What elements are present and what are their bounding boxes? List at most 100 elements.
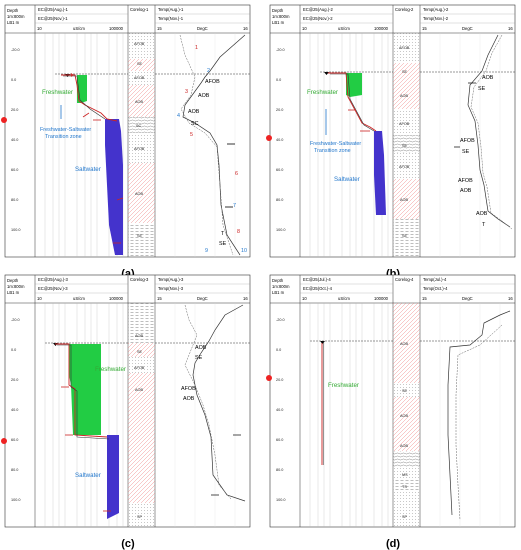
ec-curve-aug bbox=[55, 343, 108, 438]
ec-min: 10 bbox=[302, 26, 307, 31]
temp-min: 15 bbox=[157, 296, 162, 301]
temp-bot-label: Temp(Nov.)-2 bbox=[423, 16, 449, 21]
depth-tick: 80.0 bbox=[11, 198, 18, 202]
core-label: AFOB bbox=[399, 122, 410, 126]
temp-curve-nov bbox=[470, 34, 513, 230]
temp-top-label: Temp(Aug.)-3 bbox=[158, 277, 184, 282]
temp-annotation: SE bbox=[195, 355, 203, 361]
red-arrow-icon bbox=[116, 197, 124, 201]
ec-top-label: EC@25(Aug.)-2 bbox=[303, 7, 334, 12]
depth-tick: 0.0 bbox=[276, 78, 281, 82]
ec-unit: uS/cm bbox=[73, 26, 85, 31]
ec-top-label: EC@25(Jul.)-4 bbox=[303, 277, 331, 282]
temp-unit: DegC bbox=[197, 296, 208, 301]
core-label: SC bbox=[136, 124, 142, 128]
marker-number: 7 bbox=[233, 203, 236, 209]
temp-curve-oct bbox=[455, 324, 503, 521]
depth-tick: -20.0 bbox=[11, 318, 20, 322]
temp-top-label: Temp(Aug.)-1 bbox=[158, 7, 184, 12]
transition-label: Freshwater-Saltwater bbox=[40, 127, 91, 133]
core-label: SE bbox=[137, 62, 143, 66]
core-log: AFOB SE AFOB AOB SC AFOB AOB SE bbox=[128, 33, 155, 257]
red-dot-marker bbox=[1, 438, 7, 444]
depth-tick: 60.0 bbox=[276, 168, 283, 172]
ec-bot-label: EC@25(Nov.)-1 bbox=[38, 16, 68, 21]
depth-tick: 40.0 bbox=[11, 408, 18, 412]
freshwater-label: Freshwater bbox=[42, 89, 73, 96]
depth-header: Depth bbox=[7, 278, 19, 283]
ec-curve-aug bbox=[61, 74, 118, 122]
temp-annotation: AFOB bbox=[458, 178, 473, 184]
temp-unit: DegC bbox=[462, 26, 473, 31]
temp-bot-label: Temp(Nov.)-1 bbox=[158, 16, 184, 21]
core-label: SE bbox=[402, 70, 408, 74]
depth-tick: 20.0 bbox=[11, 108, 18, 112]
core-log: AOB SE AOB AOB MS TS SP bbox=[393, 303, 420, 527]
freshwater-fill bbox=[346, 73, 362, 97]
core-label: SP bbox=[402, 515, 408, 519]
depth-tick: 60.0 bbox=[276, 438, 283, 442]
ec-max: 100000 bbox=[109, 296, 124, 301]
core-label: AOB bbox=[400, 414, 408, 418]
core-log: AOB SE AFOB AOB SP bbox=[128, 303, 155, 527]
core-label: AOB bbox=[135, 100, 143, 104]
marker-number: 2 bbox=[207, 68, 210, 74]
depth-scale: 1m:800m bbox=[7, 14, 25, 19]
depth-tick: 0.0 bbox=[11, 348, 16, 352]
ec-bot-label: EC@25(Nov.)-2 bbox=[303, 16, 333, 21]
core-label: AOB bbox=[400, 198, 408, 202]
depth-tick: 0.0 bbox=[11, 78, 16, 82]
corelog-label: Corelog-1 bbox=[130, 7, 149, 12]
core-label: SE bbox=[402, 144, 408, 148]
saltwater-fill bbox=[107, 435, 119, 519]
temp-annotation: AOB bbox=[195, 345, 207, 351]
depth-scale: 1m:800m bbox=[272, 14, 290, 19]
ec-min: 10 bbox=[37, 26, 42, 31]
depth-tick: -20.0 bbox=[276, 318, 285, 322]
temp-annotation: AOB bbox=[188, 109, 200, 115]
depth-axis: -20.0 0.0 20.0 40.0 60.0 80.0 100.0 bbox=[276, 48, 286, 232]
temp-annotation: SE bbox=[478, 86, 486, 92]
marker-number: 6 bbox=[235, 171, 238, 177]
saltwater-label: Saltwater bbox=[75, 166, 101, 173]
temp-annotation: SC bbox=[191, 121, 199, 127]
saltwater-label: Saltwater bbox=[334, 176, 360, 183]
marker-number: 8 bbox=[237, 229, 240, 235]
temp-annotation: AOB bbox=[183, 396, 195, 402]
core-label: AFOB bbox=[134, 42, 145, 46]
corelog-label: Corelog-3 bbox=[130, 277, 149, 282]
depth-tick: 100.0 bbox=[276, 498, 286, 502]
freshwater-label: Freshwater bbox=[95, 366, 126, 373]
temp-curve-nov bbox=[179, 34, 234, 256]
temp-max: 16 bbox=[243, 26, 248, 31]
ec-curve-nov bbox=[63, 75, 106, 120]
temp-curve-nov bbox=[184, 304, 232, 500]
core-label: SP bbox=[137, 515, 143, 519]
depth-header: Depth bbox=[7, 8, 19, 13]
depth-tick: 60.0 bbox=[11, 168, 18, 172]
marker-number: 3 bbox=[185, 89, 188, 95]
depth-tick: -20.0 bbox=[11, 48, 20, 52]
depth-tick: -20.0 bbox=[276, 48, 285, 52]
temp-annotation: AFOB bbox=[460, 138, 475, 144]
corelog-label: Corelog-2 bbox=[395, 7, 414, 12]
depth-tick: 60.0 bbox=[11, 438, 18, 442]
freshwater-label: Freshwater bbox=[307, 89, 338, 96]
red-dot-marker bbox=[1, 117, 7, 123]
temp-unit: DegC bbox=[197, 26, 208, 31]
core-log: AFOB SE AOB AFOB SE AFOB AOB SE bbox=[393, 33, 420, 257]
core-label: AOB bbox=[400, 342, 408, 346]
temp-max: 16 bbox=[508, 26, 513, 31]
water-level-icon bbox=[324, 72, 329, 75]
temp-min: 15 bbox=[422, 296, 427, 301]
temp-min: 15 bbox=[422, 26, 427, 31]
depth-axis: -20.0 0.0 20.0 40.0 60.0 80.0 100.0 bbox=[11, 48, 21, 232]
core-label: AOB bbox=[400, 94, 408, 98]
depth-tick: 20.0 bbox=[276, 378, 283, 382]
temp-annotation: AOB bbox=[460, 188, 472, 194]
panel-a: Depth 1m:800m LB1 m EC@25(Aug.)-1 EC@25(… bbox=[1, 4, 251, 280]
core-label: AOB bbox=[135, 334, 143, 338]
temp-annotation: SE bbox=[219, 241, 227, 247]
depth-tick: 80.0 bbox=[11, 468, 18, 472]
depth-tick: 0.0 bbox=[276, 348, 281, 352]
